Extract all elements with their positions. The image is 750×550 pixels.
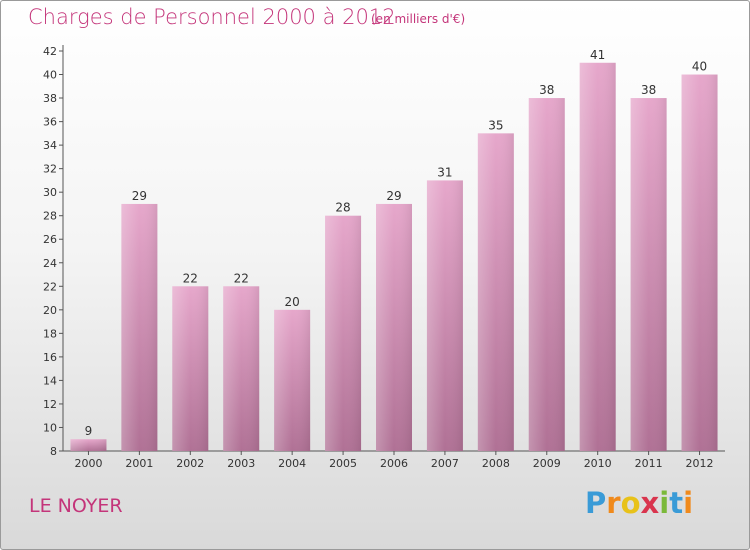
bar-value-label: 28 — [335, 201, 350, 215]
bar-shading — [528, 98, 565, 451]
y-tick-label: 24 — [43, 257, 57, 270]
bar-group — [325, 215, 362, 451]
bar-value-label: 38 — [539, 83, 554, 97]
bar-group — [528, 98, 565, 451]
bar-shading — [70, 439, 107, 451]
x-tick-label: 2002 — [176, 457, 204, 470]
y-tick-label: 8 — [50, 445, 57, 458]
bar-value-label: 29 — [132, 189, 147, 203]
y-tick-label: 18 — [43, 327, 57, 340]
bar-value-label: 29 — [386, 189, 401, 203]
bar-value-label: 9 — [85, 424, 93, 438]
x-axis: 2000 2001 2002 2003 2004 2005 2006 2007 2008 2009… — [63, 450, 725, 470]
proxiti-logo: Proxiti — [585, 486, 693, 520]
x-tick-label: 2011 — [635, 457, 663, 470]
x-tick-label: 2000 — [74, 457, 102, 470]
bar-shading — [579, 62, 616, 451]
bar-shading — [325, 215, 362, 451]
y-tick-label: 32 — [43, 163, 57, 176]
y-tick-label: 30 — [43, 186, 57, 199]
y-tick-label: 36 — [43, 116, 57, 129]
logo-letter: i — [683, 486, 694, 520]
bar-value-label: 22 — [183, 271, 198, 285]
y-tick-label: 42 — [43, 45, 57, 58]
bar-value-label: 35 — [488, 118, 503, 132]
bar-group — [426, 180, 463, 452]
x-tick-label: 2001 — [125, 457, 153, 470]
logo-letter: x — [640, 486, 660, 520]
x-tick-label: 2007 — [431, 457, 459, 470]
y-tick-label: 22 — [43, 280, 57, 293]
place-name: LE NOYER — [29, 495, 123, 517]
bar-group — [223, 286, 260, 451]
bar-value-label: 38 — [641, 83, 656, 97]
x-tick-label: 2009 — [533, 457, 561, 470]
bar-value-label: 41 — [590, 48, 605, 62]
x-tick-label: 2003 — [227, 457, 255, 470]
x-tick-label: 2010 — [584, 457, 612, 470]
x-tick-label: 2004 — [278, 457, 306, 470]
bar-group — [579, 62, 616, 451]
y-tick-label: 10 — [43, 421, 57, 434]
y-tick-label: 40 — [43, 69, 57, 82]
bar-shading — [477, 133, 514, 451]
y-tick-label: 16 — [43, 351, 57, 364]
bar-value-label: 20 — [285, 295, 300, 309]
x-tick-label: 2005 — [329, 457, 357, 470]
y-tick-label: 20 — [43, 304, 57, 317]
x-tick-label: 2012 — [686, 457, 714, 470]
bar-group — [681, 74, 718, 451]
logo-letter: P — [585, 486, 607, 520]
bar-group — [477, 133, 514, 451]
logo-letter: r — [606, 486, 621, 520]
bar-group — [70, 439, 107, 451]
bar-group — [376, 203, 412, 451]
bar-shading — [681, 74, 718, 451]
bar-value-label: 31 — [437, 165, 452, 179]
y-axis: 8 10 12 14 16 18 20 22 24 26 28 30 32 34 36 38 40 42 — [43, 45, 64, 458]
logo-letter: t — [669, 486, 684, 520]
bars — [70, 62, 718, 452]
logo-letter: i — [659, 486, 670, 520]
chart-title: Charges de Personnel 2000 à 2012 — [28, 5, 396, 29]
bar-group — [630, 98, 667, 451]
bar-shading — [274, 309, 311, 451]
bar-value-label: 22 — [234, 271, 249, 285]
x-tick-label: 2008 — [482, 457, 510, 470]
value-labels: 9 29 22 22 20 28 29 31 35 38 41 38 40 — [85, 48, 708, 438]
y-tick-label: 38 — [43, 92, 57, 105]
bar-shading — [630, 98, 667, 451]
bar-value-label: 40 — [692, 60, 707, 74]
y-tick-label: 26 — [43, 233, 57, 246]
bar-shading — [223, 286, 260, 451]
bar-group — [172, 286, 209, 451]
y-tick-label: 12 — [43, 398, 57, 411]
bar-shading — [121, 203, 158, 451]
bar-shading — [172, 286, 209, 451]
chart-subtitle: (en milliers d'€) — [371, 12, 466, 26]
logo-letter: o — [620, 486, 641, 520]
bar-shading — [426, 180, 463, 452]
y-tick-label: 14 — [43, 374, 57, 387]
bar-group — [121, 203, 158, 451]
bar-shading — [376, 203, 412, 451]
y-tick-label: 34 — [43, 139, 57, 152]
bar-group — [274, 309, 311, 451]
y-tick-label: 28 — [43, 210, 57, 223]
x-tick-label: 2006 — [380, 457, 408, 470]
